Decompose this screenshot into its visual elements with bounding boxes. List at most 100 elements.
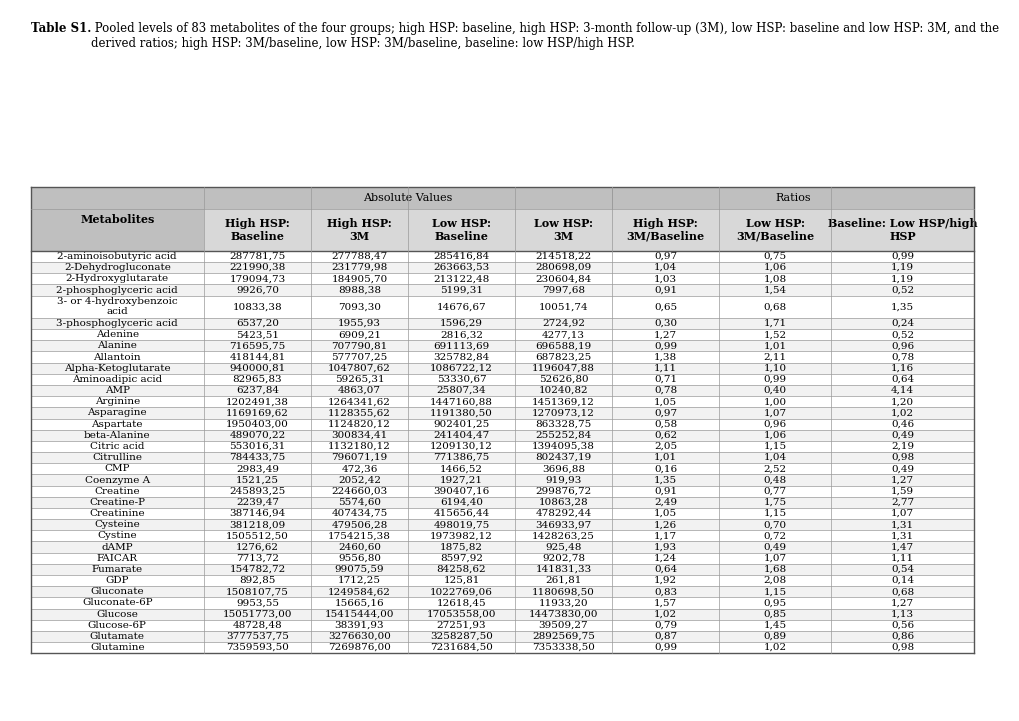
Text: 1,35: 1,35: [653, 476, 677, 485]
Bar: [718, 575, 830, 586]
Bar: [311, 620, 408, 631]
Text: 7231684,50: 7231684,50: [430, 643, 492, 652]
Text: 1,02: 1,02: [891, 409, 913, 417]
Text: 1,04: 1,04: [763, 454, 786, 462]
Bar: [408, 251, 515, 262]
Text: 3777537,75: 3777537,75: [226, 632, 288, 641]
Text: 39509,27: 39509,27: [538, 621, 588, 629]
Bar: [204, 631, 311, 642]
Text: Table S1.: Table S1.: [31, 22, 91, 35]
Text: Aspartate: Aspartate: [92, 420, 143, 428]
Bar: [830, 642, 973, 653]
Text: 7269876,00: 7269876,00: [328, 643, 390, 652]
Text: 15051773,00: 15051773,00: [222, 610, 292, 619]
Bar: [718, 564, 830, 575]
Text: 1428263,25: 1428263,25: [532, 531, 594, 540]
Text: 255252,84: 255252,84: [535, 431, 591, 440]
Bar: [31, 531, 204, 541]
Text: 892,85: 892,85: [239, 576, 275, 585]
Text: 1950403,00: 1950403,00: [226, 420, 288, 428]
Bar: [611, 642, 718, 653]
Bar: [204, 284, 311, 296]
Text: 1169169,62: 1169169,62: [226, 409, 288, 417]
Text: 1202491,38: 1202491,38: [226, 397, 288, 406]
Bar: [515, 363, 611, 373]
Text: Cysteine: Cysteine: [95, 521, 140, 529]
Bar: [408, 373, 515, 385]
Text: 1,01: 1,01: [653, 454, 677, 462]
Bar: [515, 396, 611, 407]
Bar: [311, 430, 408, 441]
Bar: [830, 273, 973, 284]
Bar: [718, 396, 830, 407]
Bar: [718, 497, 830, 508]
Bar: [515, 284, 611, 296]
Text: 498019,75: 498019,75: [433, 521, 489, 529]
Text: 0,68: 0,68: [891, 588, 913, 596]
Text: 14676,67: 14676,67: [436, 302, 486, 311]
Bar: [31, 418, 204, 430]
Text: 1,02: 1,02: [653, 610, 677, 619]
Bar: [408, 474, 515, 486]
Bar: [311, 318, 408, 329]
Text: Low HSP:
Baseline: Low HSP: Baseline: [432, 218, 490, 242]
Bar: [311, 497, 408, 508]
Text: 7093,30: 7093,30: [337, 302, 381, 311]
Text: 277788,47: 277788,47: [331, 252, 387, 261]
Bar: [718, 553, 830, 564]
Text: 2,05: 2,05: [653, 442, 677, 451]
Bar: [311, 396, 408, 407]
Bar: [31, 586, 204, 598]
Bar: [611, 452, 718, 463]
Text: 0,54: 0,54: [891, 565, 913, 574]
Text: 0,56: 0,56: [891, 621, 913, 629]
Bar: [718, 474, 830, 486]
Bar: [311, 486, 408, 497]
Text: CMP: CMP: [105, 464, 130, 473]
Text: 0,96: 0,96: [891, 342, 913, 350]
Text: 0,30: 0,30: [653, 319, 677, 328]
Bar: [408, 497, 515, 508]
Text: 418144,81: 418144,81: [229, 353, 285, 361]
Bar: [204, 251, 311, 262]
Text: 691113,69: 691113,69: [433, 342, 489, 350]
Bar: [408, 519, 515, 531]
Bar: [718, 642, 830, 653]
Bar: [31, 187, 204, 251]
Text: 0,72: 0,72: [763, 531, 786, 540]
Bar: [515, 340, 611, 351]
Bar: [408, 586, 515, 598]
Text: 0,83: 0,83: [653, 588, 677, 596]
Bar: [408, 541, 515, 553]
Text: 1,71: 1,71: [763, 319, 786, 328]
Bar: [718, 329, 830, 340]
Bar: [31, 497, 204, 508]
Bar: [31, 486, 204, 497]
Bar: [611, 407, 718, 418]
Bar: [311, 329, 408, 340]
Text: dAMP: dAMP: [101, 543, 133, 552]
Bar: [515, 418, 611, 430]
Bar: [408, 396, 515, 407]
Bar: [611, 531, 718, 541]
Text: 1,00: 1,00: [763, 397, 786, 406]
Text: 53330,67: 53330,67: [436, 375, 486, 384]
Text: 1,27: 1,27: [653, 330, 677, 339]
Text: 213122,48: 213122,48: [433, 275, 489, 283]
Text: 1,13: 1,13: [891, 610, 913, 619]
Text: 9953,55: 9953,55: [235, 598, 279, 607]
Bar: [311, 642, 408, 653]
Bar: [311, 407, 408, 418]
Bar: [31, 296, 204, 318]
Bar: [31, 373, 204, 385]
Text: Gluconate-6P: Gluconate-6P: [82, 598, 153, 607]
Text: 1,07: 1,07: [763, 409, 786, 417]
Bar: [311, 564, 408, 575]
Text: 10833,38: 10833,38: [232, 302, 282, 311]
Bar: [611, 631, 718, 642]
Text: 1447160,88: 1447160,88: [430, 397, 492, 406]
Bar: [31, 318, 204, 329]
Bar: [204, 430, 311, 441]
Text: 287781,75: 287781,75: [229, 252, 285, 261]
Bar: [31, 508, 204, 519]
